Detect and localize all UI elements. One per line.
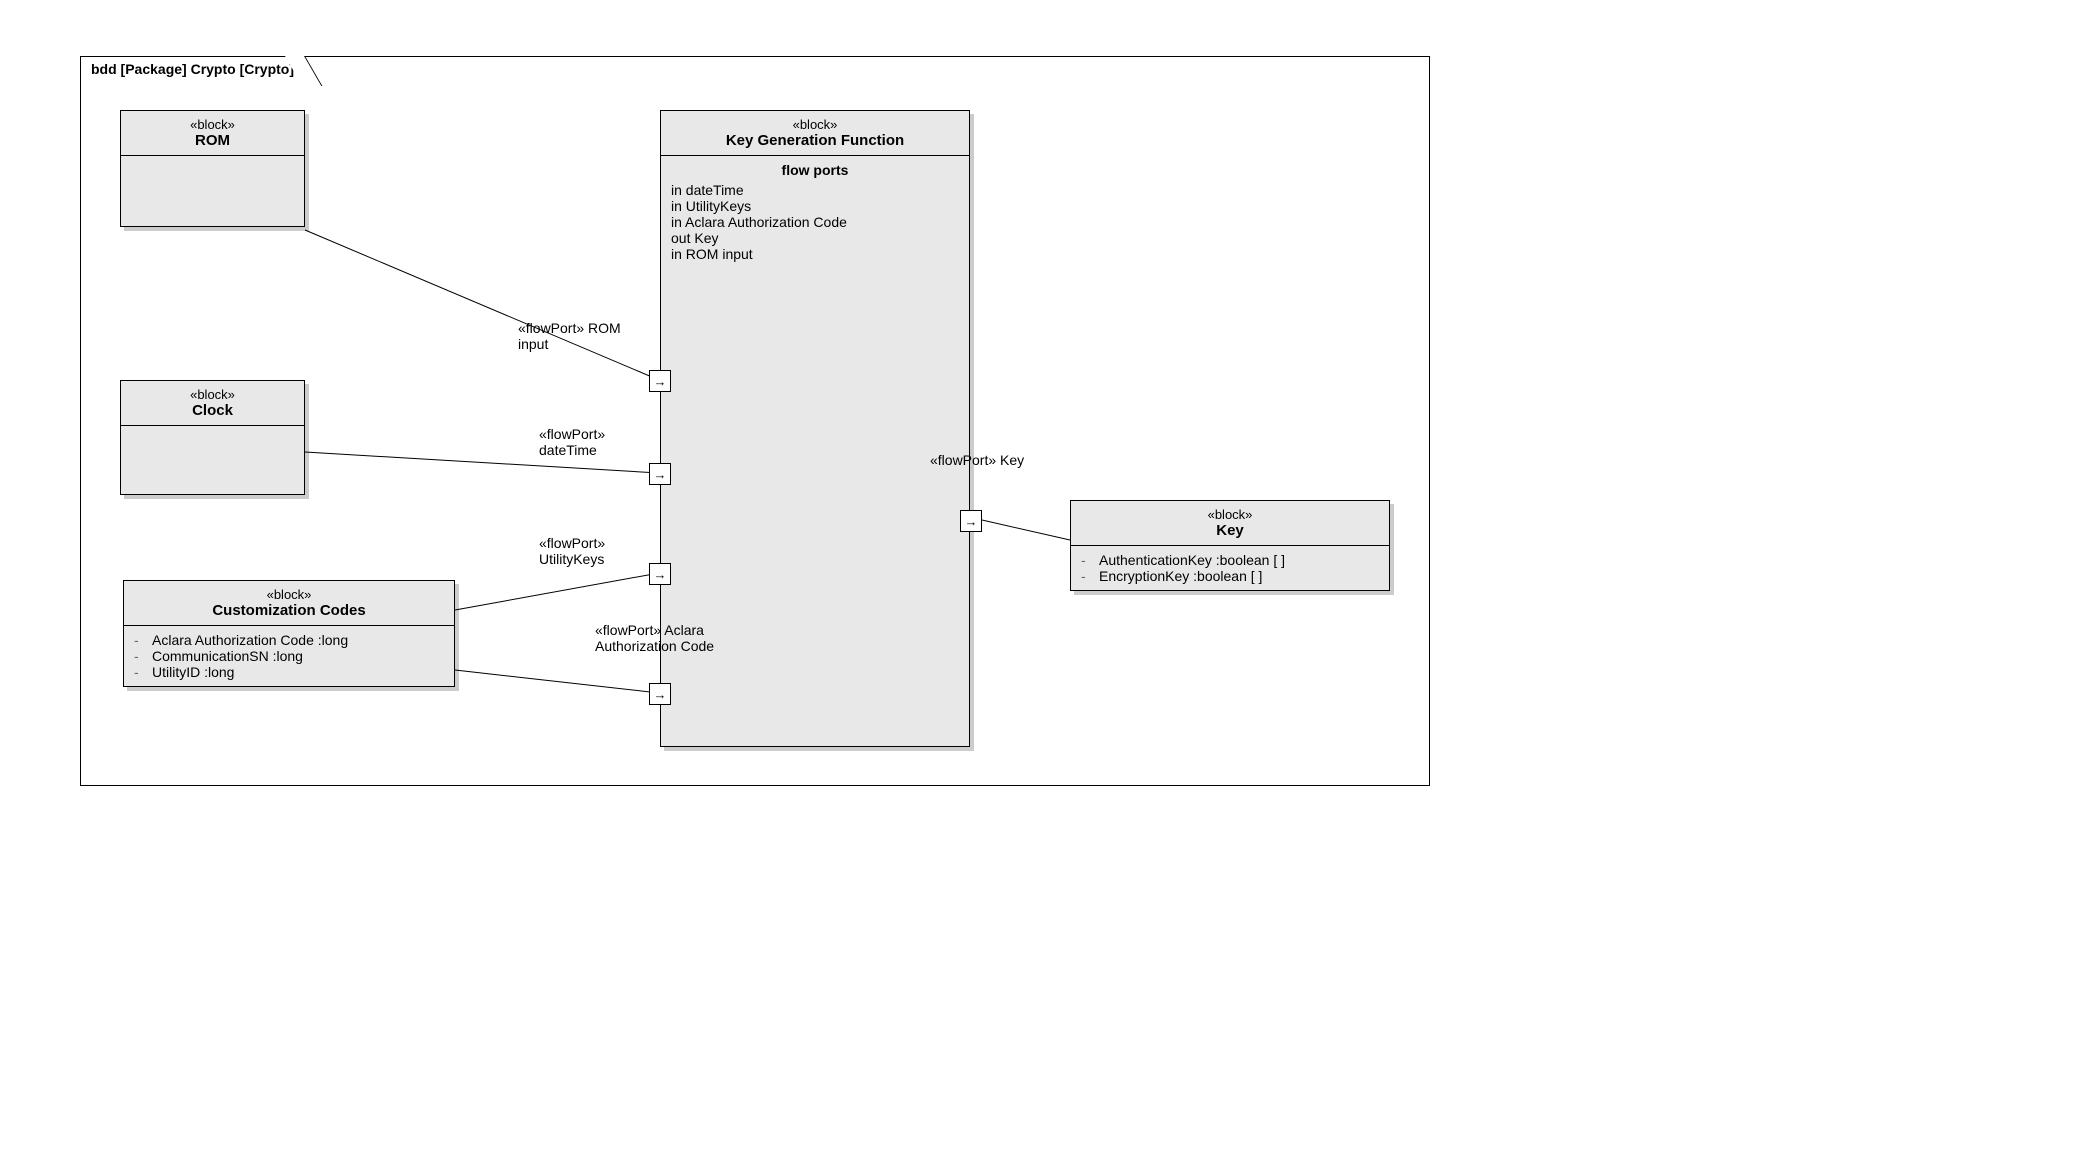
port-row: in Aclara Authorization Code bbox=[671, 214, 959, 230]
block-name: Key Generation Function bbox=[669, 132, 961, 149]
stereotype: «block» bbox=[1079, 507, 1381, 522]
port-label: «flowPort» UtilityKeys bbox=[539, 535, 605, 567]
port-label: «flowPort» Aclara Authorization Code bbox=[595, 622, 714, 654]
port-row: in ROM input bbox=[671, 246, 959, 262]
block-clock: «block» Clock bbox=[120, 380, 305, 495]
block-rom: «block» ROM bbox=[120, 110, 305, 227]
arrow-icon: → bbox=[654, 467, 667, 482]
block-body: flow ports in dateTime in UtilityKeys in… bbox=[661, 156, 969, 268]
stereotype: «block» bbox=[129, 387, 296, 402]
arrow-icon: → bbox=[654, 567, 667, 582]
port-row: in UtilityKeys bbox=[671, 198, 959, 214]
frame-title-tab: bdd [Package] Crypto [Crypto] bbox=[80, 56, 305, 86]
block-head: «block» Key bbox=[1071, 501, 1389, 546]
attribute: EncryptionKey :boolean [ ] bbox=[1099, 568, 1262, 584]
block-head: «block» ROM bbox=[121, 111, 304, 156]
block-name: ROM bbox=[129, 132, 296, 149]
port-label: «flowPort» Key bbox=[930, 452, 1024, 468]
attribute-row: -Aclara Authorization Code :long bbox=[134, 632, 444, 648]
port-label: «flowPort» ROM input bbox=[518, 320, 621, 352]
arrow-icon: → bbox=[965, 514, 978, 529]
block-body bbox=[121, 426, 304, 494]
port-row: out Key bbox=[671, 230, 959, 246]
flow-port-datetime: → bbox=[649, 463, 671, 485]
attribute-row: -AuthenticationKey :boolean [ ] bbox=[1081, 552, 1379, 568]
attribute: UtilityID :long bbox=[152, 664, 234, 680]
block-name: Clock bbox=[129, 402, 296, 419]
attribute: Aclara Authorization Code :long bbox=[152, 632, 348, 648]
port-row: in dateTime bbox=[671, 182, 959, 198]
stereotype: «block» bbox=[132, 587, 446, 602]
attribute-row: -UtilityID :long bbox=[134, 664, 444, 680]
attribute: CommunicationSN :long bbox=[152, 648, 303, 664]
attribute-row: -CommunicationSN :long bbox=[134, 648, 444, 664]
flow-port-rom-input: → bbox=[649, 370, 671, 392]
block-customization-codes: «block» Customization Codes -Aclara Auth… bbox=[123, 580, 455, 687]
section-title: flow ports bbox=[671, 162, 959, 182]
block-head: «block» Clock bbox=[121, 381, 304, 426]
arrow-icon: → bbox=[654, 687, 667, 702]
diagram-canvas: bdd [Package] Crypto [Crypto] «block» RO… bbox=[20, 20, 1430, 800]
block-body: -AuthenticationKey :boolean [ ] -Encrypt… bbox=[1071, 546, 1389, 590]
block-name: Customization Codes bbox=[132, 602, 446, 619]
block-key: «block» Key -AuthenticationKey :boolean … bbox=[1070, 500, 1390, 591]
block-name: Key bbox=[1079, 522, 1381, 539]
block-head: «block» Key Generation Function bbox=[661, 111, 969, 156]
attribute: AuthenticationKey :boolean [ ] bbox=[1099, 552, 1285, 568]
flow-port-aclara: → bbox=[649, 683, 671, 705]
stereotype: «block» bbox=[129, 117, 296, 132]
attribute-row: -EncryptionKey :boolean [ ] bbox=[1081, 568, 1379, 584]
frame-title: bdd [Package] Crypto [Crypto] bbox=[91, 61, 294, 77]
flow-port-utilitykeys: → bbox=[649, 563, 671, 585]
block-head: «block» Customization Codes bbox=[124, 581, 454, 626]
block-body bbox=[121, 156, 304, 226]
flow-port-key: → bbox=[960, 510, 982, 532]
block-body: -Aclara Authorization Code :long -Commun… bbox=[124, 626, 454, 686]
stereotype: «block» bbox=[669, 117, 961, 132]
port-label: «flowPort» dateTime bbox=[539, 426, 605, 458]
arrow-icon: → bbox=[654, 374, 667, 389]
